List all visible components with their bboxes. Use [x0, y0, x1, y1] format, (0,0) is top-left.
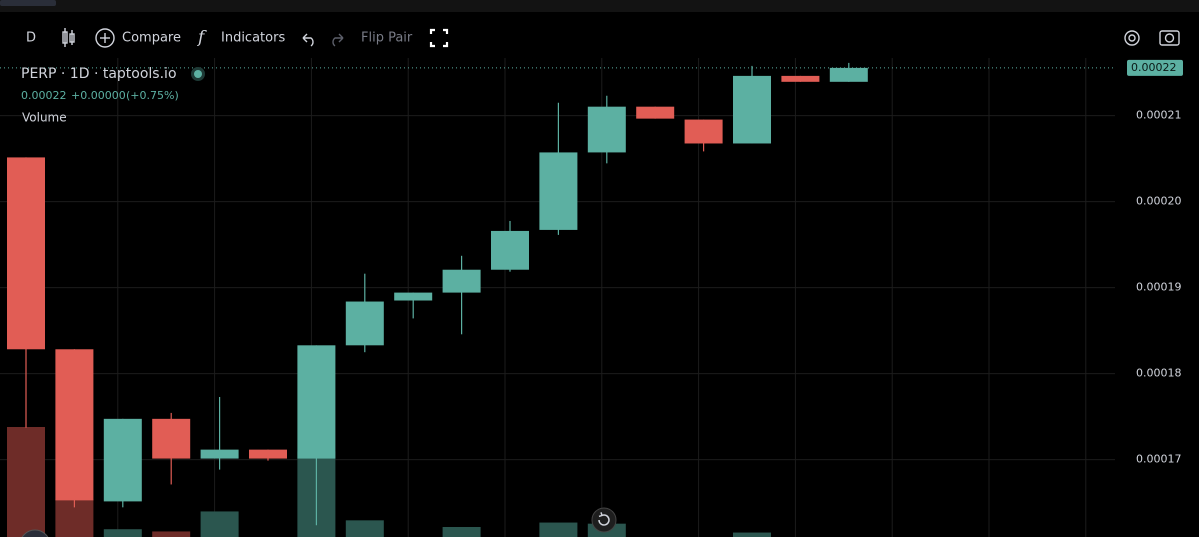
- candle-body: [200, 449, 239, 459]
- legend-change-pct: (+0.75%): [126, 89, 179, 102]
- volume-bar: [152, 531, 191, 537]
- compare-button[interactable]: Compare: [122, 31, 181, 46]
- y-tick-label: 0.00018: [1136, 367, 1182, 380]
- candle-body: [733, 75, 771, 144]
- candle-type-icon[interactable]: [62, 28, 75, 47]
- candle-body: [152, 418, 191, 459]
- reset-button[interactable]: [591, 507, 617, 533]
- volume-bar: [539, 522, 578, 537]
- candle-body: [636, 106, 675, 119]
- undo-button[interactable]: [302, 33, 314, 47]
- volume-bar: [442, 527, 481, 537]
- volume-bar: [733, 532, 771, 537]
- volume-bar: [345, 520, 384, 537]
- y-tick-label: 0.00020: [1136, 195, 1182, 208]
- y-tick-label: 0.00019: [1136, 281, 1182, 294]
- settings-button[interactable]: [1124, 30, 1140, 46]
- candle-body: [7, 157, 45, 350]
- legend-price: 0.00022: [21, 89, 67, 102]
- top-bar: [0, 0, 1199, 12]
- last-price-label: 0.00022: [1131, 61, 1177, 74]
- flip-pair-button[interactable]: Flip Pair: [361, 31, 413, 46]
- symbol-title: PERP · 1D · taptools.io: [21, 66, 177, 82]
- candle-body: [249, 449, 287, 459]
- tab: [0, 0, 56, 6]
- redo-button[interactable]: [332, 33, 344, 47]
- candle-body: [781, 75, 820, 82]
- candle-body: [684, 119, 723, 144]
- legend: PERP · 1D · taptools.io 0.00022 +0.00000…: [21, 66, 205, 125]
- volume-bar: [7, 427, 45, 537]
- candle-body: [829, 67, 868, 82]
- scroll-button[interactable]: [20, 529, 50, 537]
- toolbar: D Compare f Indicators Flip Pair: [26, 28, 1180, 48]
- candle-body: [491, 230, 529, 270]
- candle-body: [297, 345, 336, 459]
- candle-body: [103, 418, 142, 502]
- volume-bar: [200, 511, 239, 537]
- interval-button[interactable]: D: [26, 31, 36, 46]
- last-price-badge: [1127, 59, 1183, 76]
- compare-icon[interactable]: [95, 28, 115, 48]
- snapshot-button[interactable]: [1159, 30, 1180, 46]
- y-tick-label: 0.00017: [1136, 453, 1182, 466]
- legend-change: +0.00000: [71, 89, 126, 102]
- candle-body: [55, 349, 94, 501]
- candle-body: [345, 301, 384, 346]
- volume-bar: [103, 529, 142, 537]
- plot-area: [0, 58, 1115, 537]
- y-tick-label: 0.00021: [1136, 109, 1182, 122]
- status-dot: [194, 70, 202, 78]
- volume-label: Volume: [22, 111, 67, 125]
- indicators-button[interactable]: Indicators: [221, 31, 285, 46]
- fullscreen-button[interactable]: [429, 28, 449, 48]
- candle-body: [442, 269, 481, 293]
- candle-body: [394, 292, 433, 301]
- candle-body: [539, 152, 578, 230]
- indicators-icon[interactable]: f: [196, 28, 207, 48]
- candle-body: [587, 106, 626, 153]
